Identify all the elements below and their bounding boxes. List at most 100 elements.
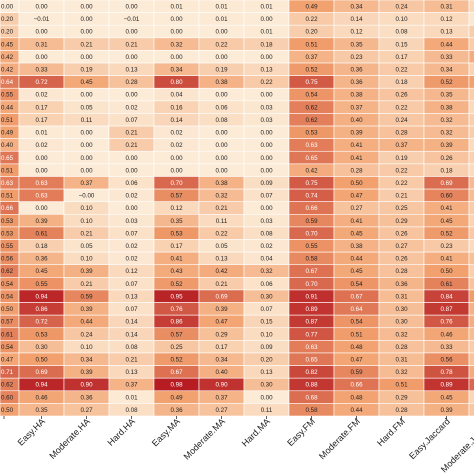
heatmap-edge-label: 0.20: [1, 16, 14, 23]
heatmap-cell-label: 0.00: [260, 394, 273, 401]
heatmap-cell-label: 0.00: [35, 4, 48, 11]
x-axis: Easy.HA Moderate.HA Hard.HA Easy.MA Moderate…: [3, 416, 474, 474]
heatmap-cell-label: 0.00: [215, 92, 228, 99]
heatmap-cell-label: 0.12: [440, 16, 453, 23]
heatmap-cell-label: 0.36: [350, 67, 363, 74]
heatmap-cell-label: 0.00: [170, 54, 183, 61]
heatmap-cell-label: 0.48: [350, 394, 363, 401]
heatmap-cell-label: 0.17: [170, 243, 183, 250]
heatmap-cell-label: 0.05: [215, 243, 228, 250]
heatmap-cell-label: 0.58: [305, 256, 318, 263]
heatmap-cell: [468, 188, 474, 202]
heatmap-cell-label: 0.38: [350, 243, 363, 250]
heatmap-edge-label: 0.49: [1, 130, 14, 137]
heatmap-cell: [468, 150, 474, 165]
heatmap-cell-label: 0.14: [170, 117, 183, 124]
heatmap-cell-label: 0.50: [35, 356, 48, 363]
heatmap-cell-label: 0.22: [395, 180, 408, 187]
heatmap-cell-label: 0.09: [260, 180, 273, 187]
heatmap-cell-label: 0.29: [215, 331, 228, 338]
heatmap-cell-label: 0.00: [215, 155, 228, 162]
heatmap-cell-label: 0.22: [395, 167, 408, 174]
heatmap-cell-label: 0.66: [350, 382, 363, 389]
heatmap-cell-label: 0.21: [125, 142, 138, 149]
heatmap-cell-label: 0.13: [215, 256, 228, 263]
heatmap-cell-label: 0.22: [215, 41, 228, 48]
heatmap-cell-label: 0.41: [350, 142, 363, 149]
heatmap-cell-label: 0.00: [80, 4, 93, 11]
heatmap-cell-label: 0.26: [395, 256, 408, 263]
heatmap-cell-label: 0.18: [35, 243, 48, 250]
heatmap-cell-label: 0.37: [215, 394, 228, 401]
heatmap-cell-label: 0.52: [440, 79, 453, 86]
heatmap-cell-label: 0.00: [35, 205, 48, 212]
heatmap-cell-label: 0.25: [170, 344, 183, 351]
heatmap-cell-label: 0.14: [350, 16, 363, 23]
heatmap-cell-label: 0.03: [260, 218, 273, 225]
heatmap-cell: [468, 277, 474, 291]
heatmap-cell-label: 0.91: [305, 293, 318, 300]
heatmap-cell: [468, 340, 474, 354]
heatmap-cell-label: 0.74: [305, 193, 318, 200]
heatmap-cell-label: 0.53: [305, 130, 318, 137]
heatmap-cell-label: 0.39: [80, 268, 93, 275]
heatmap-cell: [468, 377, 474, 392]
heatmap-cell-label: 0.16: [170, 104, 183, 111]
heatmap-cell-label: 0.08: [125, 344, 138, 351]
heatmap-cell-label: 0.35: [170, 218, 183, 225]
heatmap-cell-label: 0.10: [80, 256, 93, 263]
x-tick-label: Hard.HA: [105, 416, 136, 447]
heatmap-cell-label: 0.94: [35, 293, 48, 300]
heatmap-cell-label: 0.66: [305, 205, 318, 212]
heatmap-cell-label: 0.50: [350, 180, 363, 187]
heatmap-cell-label: 0.34: [215, 356, 228, 363]
heatmap-cell: [468, 264, 474, 278]
heatmap-cell-label: 0.33: [35, 67, 48, 74]
heatmap-edge-label: 0.62: [1, 268, 14, 275]
heatmap-cell-label: 0.00: [260, 92, 273, 99]
heatmap-cell-label: 0.02: [35, 92, 48, 99]
heatmap-cell-label: 0.45: [350, 268, 363, 275]
heatmap-cell-label: 0.72: [35, 79, 48, 86]
heatmap-edge-label: 0.62: [1, 382, 14, 389]
heatmap-cell-label: 0.86: [35, 306, 48, 313]
heatmap-cell-label: 0.04: [170, 92, 183, 99]
heatmap-cell-label: 0.27: [395, 243, 408, 250]
heatmap-cell-label: 0.78: [440, 369, 453, 376]
heatmap-cell-label: 0.14: [125, 319, 138, 326]
heatmap-cell-label: 0.59: [80, 293, 93, 300]
heatmap-cell: [468, 201, 474, 215]
heatmap-cell-label: 0.15: [260, 319, 273, 326]
heatmap-cell-label: 0.09: [260, 344, 273, 351]
heatmap-cell: [468, 314, 474, 329]
heatmap-cell-label: 0.07: [125, 117, 138, 124]
heatmap-cell-label: 0.89: [440, 382, 453, 389]
heatmap-cell-label: 0.70: [305, 230, 318, 237]
heatmap-cell-label: 0.87: [305, 319, 318, 326]
heatmap-cell: [468, 50, 474, 64]
heatmap-cell-label: 0.00: [80, 29, 93, 36]
heatmap-cell-label: 0.44: [440, 41, 453, 48]
heatmap-cell-label: 0.41: [440, 256, 453, 263]
x-tick-label: Easy.FM: [285, 416, 317, 448]
heatmap-cell-label: 0.30: [395, 319, 408, 326]
heatmap-cell-label: 0.39: [80, 306, 93, 313]
heatmap-cell-label: 0.38: [350, 92, 363, 99]
heatmap-cell-label: 0.32: [170, 41, 183, 48]
heatmap-cell-label: 0.45: [35, 268, 48, 275]
heatmap-cell-label: 0.84: [440, 293, 453, 300]
heatmap-cell-label: 0.00: [215, 54, 228, 61]
heatmap-cell-label: 0.32: [395, 369, 408, 376]
heatmap-cell-label: 0.39: [440, 142, 453, 149]
heatmap-edge-label: 0.47: [1, 356, 14, 363]
heatmap-cell-label: 0.54: [350, 281, 363, 288]
heatmap-cell-label: 0.60: [440, 193, 453, 200]
heatmap-cell-label: 0.01: [170, 4, 183, 11]
heatmap-cell-label: 0.98: [170, 382, 183, 389]
heatmap-cell-label: 0.46: [440, 331, 453, 338]
heatmap-cell-label: 0.12: [125, 268, 138, 275]
heatmap-cell-label: 0.45: [350, 230, 363, 237]
heatmap-cell: [468, 113, 474, 127]
heatmap-cell-label: 0.02: [125, 243, 138, 250]
heatmap-cell-label: 0.52: [170, 281, 183, 288]
